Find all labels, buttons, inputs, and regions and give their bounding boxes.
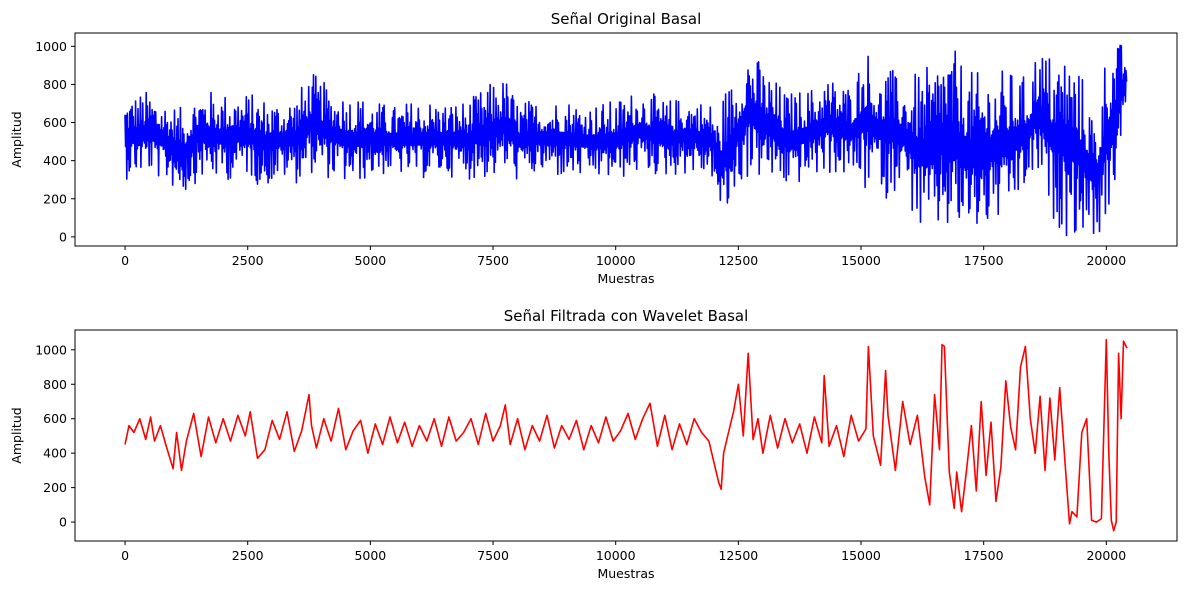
y-tick-label: 400 <box>43 153 67 168</box>
x-axis-label: Muestras <box>597 566 654 581</box>
x-tick-label: 10000 <box>596 253 636 268</box>
y-tick-label: 1000 <box>35 342 67 357</box>
y-tick-label: 800 <box>43 377 67 392</box>
y-tick-label: 0 <box>59 515 67 530</box>
x-tick-label: 17500 <box>964 253 1004 268</box>
y-tick-label: 0 <box>59 229 67 244</box>
series-line <box>124 338 1128 532</box>
axes-frame <box>74 329 1178 542</box>
x-tick-label: 0 <box>121 253 129 268</box>
y-tick-label: 200 <box>43 480 67 495</box>
series-line <box>124 44 1128 237</box>
x-tick-label: 2500 <box>232 253 264 268</box>
x-tick-label: 15000 <box>841 548 881 563</box>
x-tick-label: 7500 <box>477 548 509 563</box>
y-tick-label: 800 <box>43 77 67 92</box>
y-tick-label: 1000 <box>35 39 67 54</box>
y-tick-label: 600 <box>43 411 67 426</box>
chart-title: Señal Original Basal <box>551 10 702 28</box>
x-tick-label: 7500 <box>477 253 509 268</box>
x-tick-label: 2500 <box>232 548 264 563</box>
bottom-chart-panel: 0 2500 5000 7500 10000 12500 15000 17500 20000 0 2… <box>9 307 1178 581</box>
axes-frame <box>74 32 1178 247</box>
chart-title: Señal Filtrada con Wavelet Basal <box>504 307 749 325</box>
x-tick-label: 5000 <box>354 548 386 563</box>
y-axis-label: Amplitud <box>9 111 24 167</box>
x-tick-label: 20000 <box>1086 253 1126 268</box>
x-tick-label: 17500 <box>964 548 1004 563</box>
y-tick-label: 200 <box>43 191 67 206</box>
x-axis-label: Muestras <box>597 271 654 286</box>
y-tick-label: 600 <box>43 115 67 130</box>
top-chart-panel: 0 2500 5000 7500 10000 12500 15000 17500 20000 0 2… <box>9 10 1178 286</box>
y-tick-label: 400 <box>43 446 67 461</box>
y-axis-label: Amplitud <box>9 407 24 463</box>
x-tick-label: 10000 <box>596 548 636 563</box>
x-tick-label: 20000 <box>1086 548 1126 563</box>
x-tick-label: 12500 <box>718 253 758 268</box>
x-tick-label: 0 <box>121 548 129 563</box>
x-tick-label: 15000 <box>841 253 881 268</box>
x-tick-label: 5000 <box>354 253 386 268</box>
x-tick-label: 12500 <box>718 548 758 563</box>
